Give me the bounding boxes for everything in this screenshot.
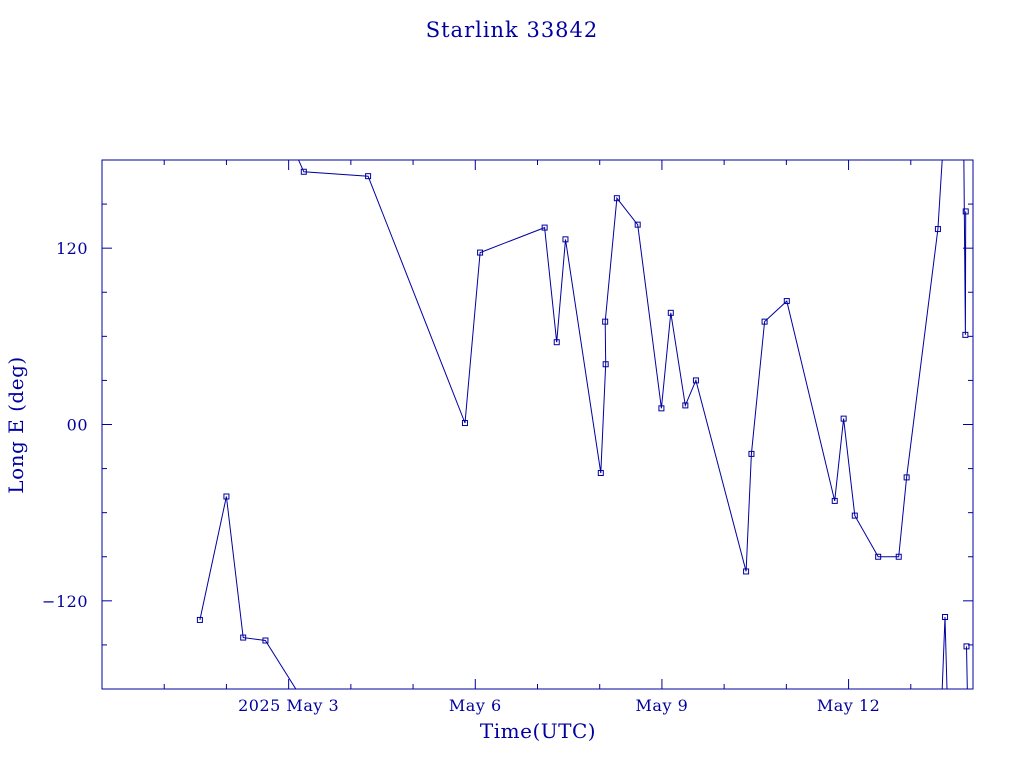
data-point (682, 402, 689, 409)
x-tick-labels: 2025 May 3 May 6 May 9 May 12 (238, 696, 880, 715)
y-tick-labels: 120 00 −120 (42, 239, 88, 611)
data-point (692, 377, 699, 384)
y-axis-label: Long E (deg) (4, 356, 28, 493)
data-point (300, 168, 307, 175)
series-line (941, 616, 948, 689)
data-point (240, 634, 247, 641)
data-point (634, 221, 641, 228)
data-point (562, 236, 569, 243)
series-markers (196, 168, 970, 650)
data-point (748, 450, 755, 457)
data-point (942, 613, 949, 620)
series-line (298, 160, 943, 572)
data-point (831, 497, 838, 504)
data-point (962, 331, 969, 338)
data-point (602, 361, 609, 368)
series-line (966, 646, 968, 689)
y-tick-label: 120 (56, 239, 88, 258)
data-point (196, 616, 203, 623)
series-line (947, 160, 967, 335)
data-point (903, 474, 910, 481)
data-point (963, 643, 970, 650)
data-point (602, 318, 609, 325)
data-point (223, 493, 230, 500)
data-point (962, 208, 969, 215)
data-point (658, 405, 665, 412)
data-point (667, 309, 674, 316)
x-axis-label: Time(UTC) (480, 719, 596, 743)
data-point (477, 249, 484, 256)
data-point (851, 512, 858, 519)
data-point (553, 339, 560, 346)
data-point (613, 195, 620, 202)
x-tick-label: May 12 (817, 696, 880, 715)
data-point (875, 553, 882, 560)
data-point (365, 173, 372, 180)
data-point (840, 415, 847, 422)
y-tick-label: −120 (42, 592, 88, 611)
data-point (895, 553, 902, 560)
data-point (597, 469, 604, 476)
data-point (743, 568, 750, 575)
series-line (199, 496, 297, 689)
data-point (761, 318, 768, 325)
x-tick-label: 2025 May 3 (238, 696, 339, 715)
axis-ticks (102, 160, 973, 689)
series-lines (199, 160, 968, 689)
data-point (461, 420, 468, 427)
plot-frame (101, 159, 974, 690)
x-tick-label: May 6 (449, 696, 502, 715)
x-tick-label: May 9 (636, 696, 689, 715)
data-point (262, 637, 269, 644)
data-point (934, 226, 941, 233)
data-point (783, 298, 790, 305)
chart-title: Starlink 33842 (426, 18, 599, 42)
data-point (541, 224, 548, 231)
y-tick-label: 00 (67, 416, 88, 435)
